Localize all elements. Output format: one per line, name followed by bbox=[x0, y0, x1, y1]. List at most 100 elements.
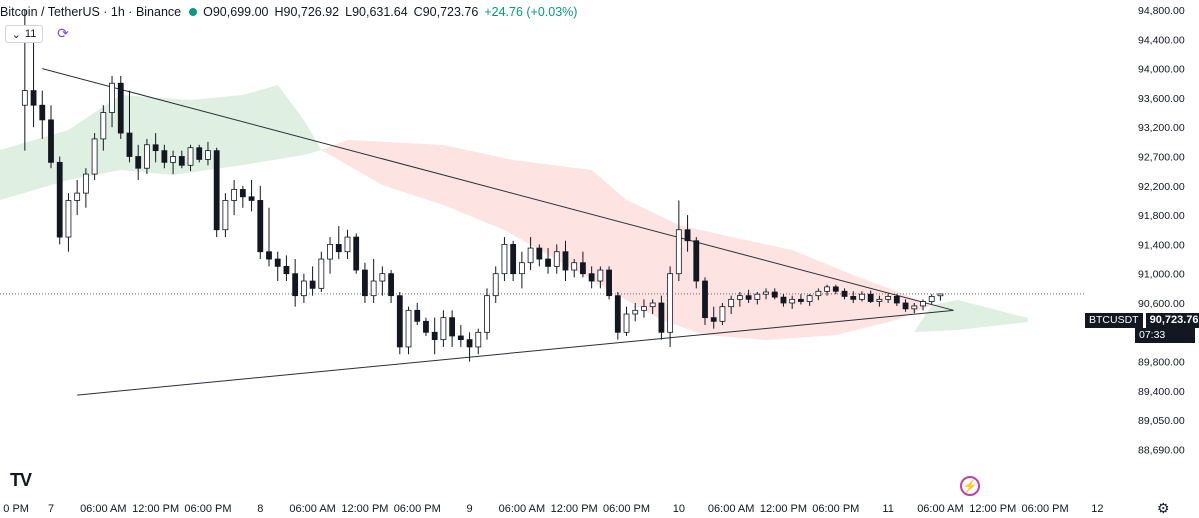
y-tick-label: 88,690.00 bbox=[1138, 445, 1185, 457]
candle-body bbox=[597, 269, 604, 282]
candle-body bbox=[623, 313, 630, 333]
x-tick-label: 06:00 PM bbox=[812, 503, 859, 515]
y-tick-label: 92,200.00 bbox=[1138, 181, 1185, 193]
candle-body bbox=[867, 293, 874, 302]
trendline-1 bbox=[77, 309, 954, 396]
candle-body bbox=[492, 273, 499, 297]
candle-body bbox=[222, 200, 229, 231]
market-status-icon bbox=[189, 8, 198, 16]
x-tick-label: 06:00 PM bbox=[184, 503, 231, 515]
price-tag-value: 90,723.76 bbox=[1145, 313, 1199, 328]
low-value: 90,631.64 bbox=[352, 5, 408, 19]
candle-body bbox=[475, 331, 482, 348]
close-label: C bbox=[413, 5, 423, 19]
candle-body bbox=[920, 301, 926, 307]
candle-body bbox=[74, 192, 81, 201]
candle-body bbox=[815, 290, 822, 297]
candle-body bbox=[152, 144, 159, 152]
candle-body bbox=[109, 82, 115, 113]
indicators-count: 11 bbox=[24, 28, 37, 40]
y-tick-label: 89,050.00 bbox=[1138, 415, 1185, 427]
candle-body bbox=[362, 269, 368, 297]
candle-body bbox=[318, 258, 325, 289]
gear-icon[interactable]: ⚙ bbox=[1157, 500, 1170, 516]
candle-body bbox=[161, 150, 168, 163]
candle-body bbox=[457, 335, 464, 341]
candle-body bbox=[649, 302, 656, 308]
indicators-toggle[interactable]: ⌄ 11 bbox=[5, 25, 43, 43]
candle-body bbox=[449, 317, 456, 337]
candle-body bbox=[379, 273, 386, 282]
candle-body bbox=[327, 243, 333, 260]
y-tick-label: 89,400.00 bbox=[1138, 386, 1185, 398]
candle-body bbox=[56, 161, 63, 238]
y-tick-label: 92,700.00 bbox=[1138, 152, 1185, 164]
candle-body bbox=[466, 339, 473, 348]
candle-body bbox=[65, 200, 72, 238]
x-tick-label: 06:00 PM bbox=[394, 503, 441, 515]
candle-body bbox=[501, 243, 508, 275]
chevron-down-icon: ⌄ bbox=[11, 28, 21, 41]
candle-body bbox=[196, 147, 203, 160]
candle-body bbox=[117, 82, 124, 134]
candle-body bbox=[274, 258, 281, 267]
candle-body bbox=[693, 240, 700, 282]
bullish-cloud bbox=[0, 85, 322, 200]
candle-body bbox=[684, 229, 691, 242]
candle-body bbox=[48, 119, 54, 163]
candle-body bbox=[754, 293, 761, 300]
y-tick-label: 93,200.00 bbox=[1138, 122, 1185, 134]
candle-body bbox=[344, 236, 351, 253]
candle-body bbox=[911, 305, 918, 310]
tradingview-logo[interactable]: TV bbox=[10, 470, 32, 490]
x-tick-label: 12:00 PM bbox=[969, 503, 1016, 515]
candle-body bbox=[728, 298, 735, 308]
candle-body bbox=[789, 298, 796, 304]
x-tick-label: 8 bbox=[257, 503, 263, 515]
candle-body bbox=[82, 173, 89, 194]
x-tick-label: 12:00 PM bbox=[132, 503, 179, 515]
candle-body bbox=[187, 147, 194, 166]
candle-body bbox=[440, 317, 447, 341]
candle-body bbox=[675, 229, 682, 275]
candle-body bbox=[39, 104, 46, 121]
candle-body bbox=[859, 293, 865, 300]
candle-body bbox=[580, 262, 586, 275]
x-tick-label: 11 bbox=[882, 503, 893, 515]
candle-body bbox=[928, 296, 935, 302]
candle-body bbox=[239, 189, 246, 198]
change-value: +24.76 (+0.03%) bbox=[484, 5, 578, 19]
x-tick-label: 9 bbox=[466, 503, 472, 515]
candle-body bbox=[144, 144, 150, 169]
candle-body bbox=[763, 291, 769, 295]
x-tick-label: 12:00 PM bbox=[760, 503, 807, 515]
sync-icon[interactable]: ⟳ bbox=[57, 24, 69, 41]
candle-body bbox=[562, 251, 569, 271]
candle-body bbox=[780, 296, 787, 304]
candle-body bbox=[702, 280, 708, 319]
candle-body bbox=[248, 196, 255, 201]
x-tick-label: 12:00 PM bbox=[551, 503, 598, 515]
symbol-title[interactable]: Bitcoin / TetherUS · 1h · Binance bbox=[0, 5, 182, 19]
candle-body bbox=[527, 247, 534, 264]
candle-body bbox=[370, 280, 377, 297]
candle-body bbox=[719, 306, 726, 322]
lightning-icon[interactable]: ⚡ bbox=[960, 476, 980, 496]
bar-countdown: 07:33 bbox=[1135, 328, 1195, 343]
candle-body bbox=[893, 296, 900, 304]
x-tick-label: 06:00 AM bbox=[289, 503, 335, 515]
candle-body bbox=[850, 296, 857, 300]
candle-body bbox=[126, 132, 133, 157]
candle-body bbox=[30, 90, 37, 106]
open-value: 90,699.00 bbox=[212, 5, 269, 19]
candle-body bbox=[91, 138, 98, 175]
candle-body bbox=[885, 296, 892, 300]
x-tick-label: 06:00 AM bbox=[917, 503, 963, 515]
candle-body bbox=[353, 236, 360, 271]
candle-body bbox=[300, 280, 307, 297]
x-tick-label: 06:00 PM bbox=[1022, 503, 1069, 515]
x-tick-label: 06:00 AM bbox=[80, 503, 126, 515]
candle-body bbox=[614, 295, 621, 333]
candle-body bbox=[205, 150, 211, 160]
